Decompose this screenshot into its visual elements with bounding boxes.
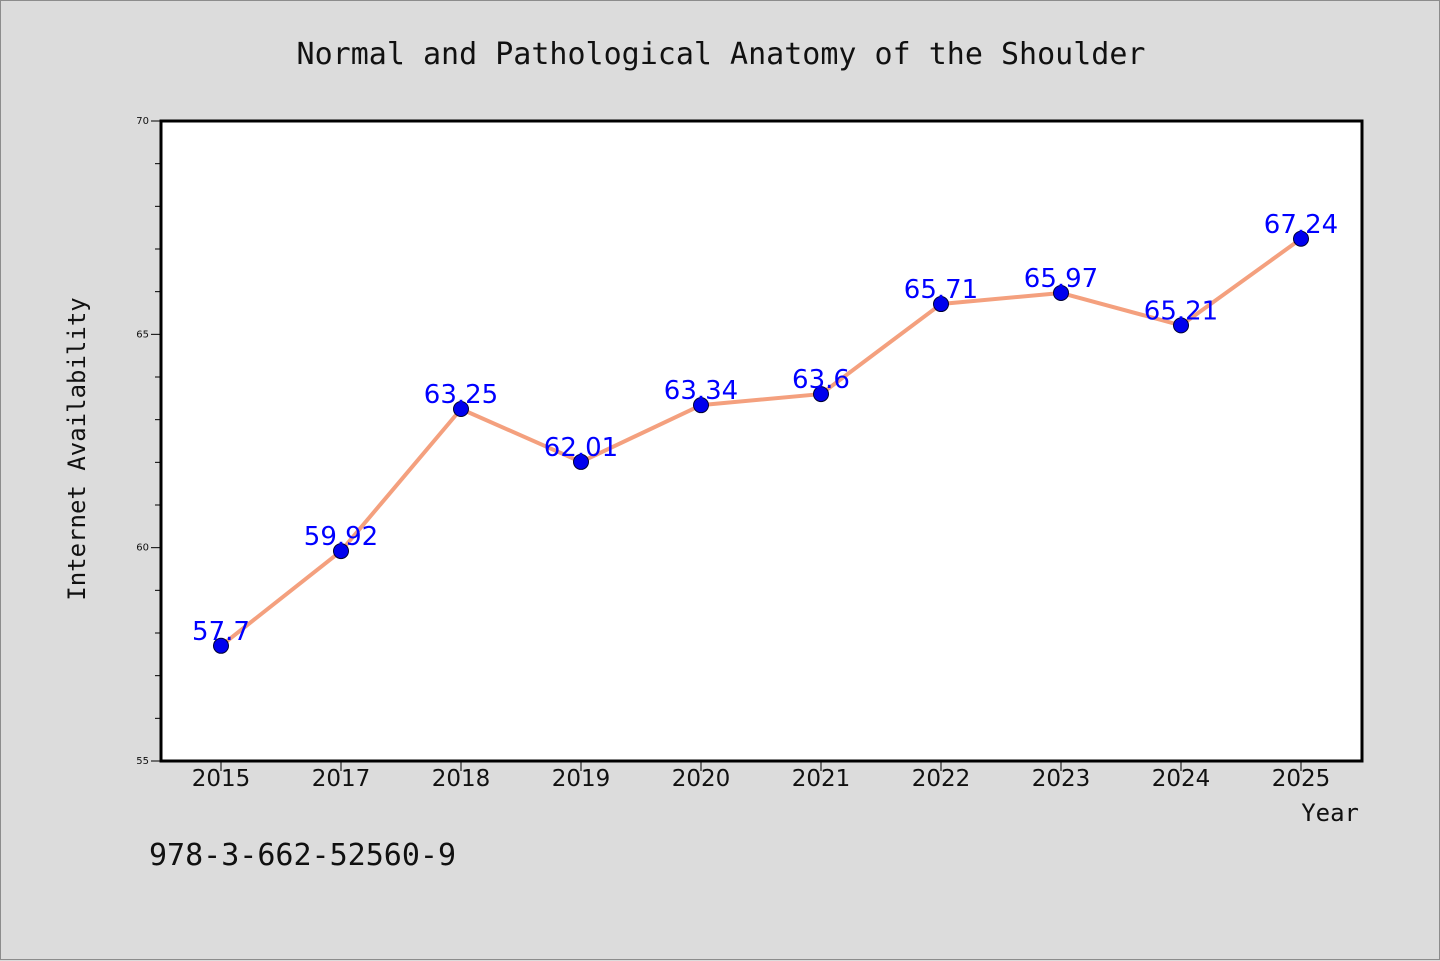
data-point (1293, 230, 1309, 247)
x-tick-label: 2020 (672, 766, 731, 792)
data-point (213, 637, 229, 654)
series-line-group: 57.7 59.92 63.25 62.01 63.34 63.6 65.71 65.97 65… (192, 210, 1338, 654)
x-tick-label: 2023 (1032, 766, 1091, 792)
data-label: 63.25 (424, 380, 498, 410)
x-tick-label: 2024 (1152, 766, 1211, 792)
x-axis-label: Year (1301, 799, 1359, 827)
data-point (453, 401, 469, 417)
data-point (333, 543, 349, 560)
data-label: 63.34 (664, 376, 738, 406)
data-label: 65.71 (904, 275, 978, 305)
isbn-text: 978-3-662-52560-9 (149, 838, 456, 873)
x-tick-label: 2025 (1272, 766, 1331, 792)
data-point (813, 386, 829, 403)
y-axis: 55 60 65 70 (136, 116, 161, 767)
chart-title: Normal and Pathological Anatomy of the S… (297, 37, 1146, 72)
y-tick-label: 55 (136, 756, 149, 767)
data-point (693, 397, 709, 414)
x-tick-label: 2018 (432, 766, 491, 792)
x-axis: 2015 2017 2018 2019 2020 2021 2022 2023 2024 2025 (192, 761, 1331, 792)
data-point (573, 453, 589, 470)
data-label: 59.92 (304, 522, 378, 552)
series-line (219, 237, 1303, 648)
data-label: 63.6 (792, 365, 850, 395)
x-tick-label: 2022 (912, 766, 971, 792)
data-label: 65.21 (1144, 296, 1218, 326)
y-axis-label: Internet Availability (63, 297, 91, 600)
data-label: 57.7 (192, 617, 250, 647)
x-tick-label: 2021 (792, 766, 851, 792)
data-point (1173, 317, 1189, 334)
y-tick-label: 70 (136, 116, 149, 127)
x-tick-label: 2017 (312, 766, 371, 792)
plot-area (159, 119, 1364, 763)
x-tick-label: 2015 (192, 766, 251, 792)
data-label: 62.01 (544, 433, 618, 463)
y-tick-label: 60 (136, 543, 149, 554)
data-label: 65.97 (1024, 264, 1098, 294)
x-tick-label: 2019 (552, 766, 611, 792)
data-point (1053, 284, 1069, 301)
y-tick-label: 65 (136, 329, 149, 340)
data-label: 67.24 (1264, 210, 1338, 240)
data-point (933, 296, 949, 313)
